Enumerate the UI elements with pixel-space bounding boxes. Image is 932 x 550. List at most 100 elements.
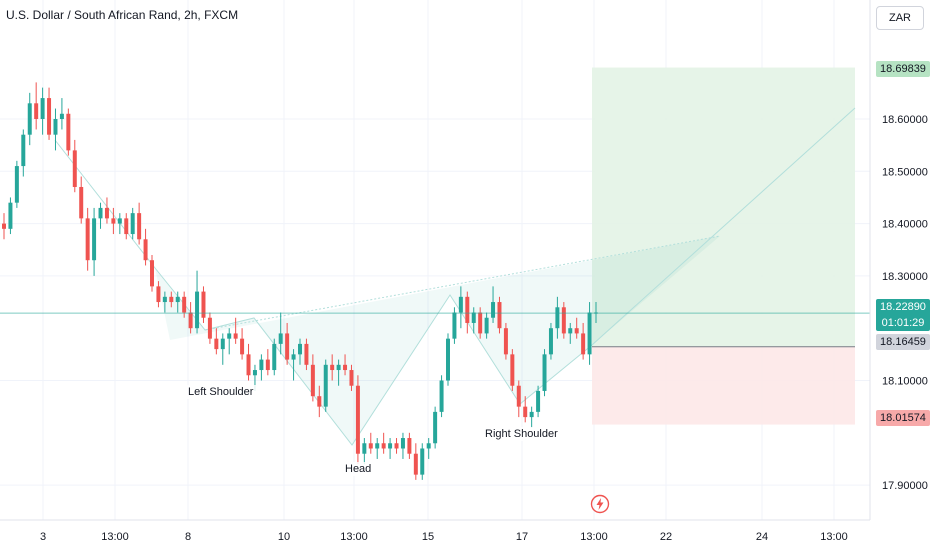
candle [220,333,225,365]
candle [130,207,135,240]
head-and-shoulders-pattern[interactable] [54,107,856,446]
candle [150,254,154,292]
candle [310,354,315,402]
lightning-bolt-icon[interactable] [590,494,610,514]
candle [265,349,270,376]
candle [53,108,58,151]
candle [471,307,476,334]
candle [388,438,393,459]
candle [169,291,174,308]
candle [304,338,309,371]
candle [111,207,116,235]
candle [568,322,573,344]
candle [516,380,521,418]
candle [291,349,296,381]
time-tick-label: 13:00 [101,531,129,543]
candle [240,328,245,360]
candle [156,281,161,308]
profit-zone[interactable] [592,67,855,347]
candle [465,291,470,334]
candle [233,317,238,344]
candlestick-series [2,82,598,480]
countdown-label: 01:01:29 [876,315,930,331]
candle [201,286,206,323]
chart-title: U.S. Dollar / South African Rand, 2h, FX… [6,8,239,22]
candle [536,385,541,418]
candle [343,354,348,376]
candle [484,312,489,339]
candle [124,213,129,240]
candle [2,213,6,240]
price-axis[interactable]: 18.60000 18.50000 18.40000 18.30000 18.10000… [882,114,928,492]
candle [40,87,45,135]
candle [446,333,450,386]
price-tick-label: 18.10000 [882,376,928,388]
time-tick-label: 17 [516,531,528,543]
price-tick-label: 18.50000 [882,166,928,178]
candle [548,322,553,360]
candle [227,328,232,355]
candle [529,406,534,428]
left-shoulder-label: Left Shoulder [185,385,257,399]
candle [207,312,212,344]
candle [497,296,502,334]
candle [8,197,13,235]
entry-price-label: 18.16459 [876,334,930,350]
candle [117,213,122,235]
candle [336,359,341,386]
candle [72,139,77,193]
time-tick-label: 13:00 [340,531,368,543]
candle [14,160,19,208]
candle [491,286,496,323]
candle [368,432,373,454]
candle [323,359,328,412]
candle [85,207,90,271]
time-tick-label: 8 [185,531,191,543]
candle [394,438,399,454]
candle [98,202,103,229]
price-tick-label: 18.30000 [882,271,928,283]
candle [34,82,39,130]
candle [523,396,528,423]
candle [433,406,438,449]
candle [478,307,483,339]
time-tick-label: 15 [422,531,434,543]
candle [355,375,360,465]
right-shoulder-label: Right Shoulder [482,427,561,441]
candle [561,302,566,339]
time-tick-label: 10 [278,531,290,543]
current-price-label: 18.22890 [876,299,930,315]
candle [162,291,167,313]
candle [503,322,508,360]
candle [214,328,219,355]
loss-zone[interactable] [592,346,855,425]
candle [27,92,32,146]
candle [349,364,354,391]
candle [574,317,579,339]
candle [175,291,180,313]
currency-button[interactable]: ZAR [876,6,924,30]
candle [439,375,444,418]
candle [381,432,386,454]
candle [259,354,264,381]
time-axis[interactable]: 3 13:00 8 10 13:00 15 17 13:00 22 24 13:00 [40,531,848,543]
candle [47,87,52,140]
candle [92,207,97,276]
time-tick-label: 13:00 [820,531,848,543]
candle [285,322,290,365]
price-tick-label: 18.60000 [882,114,928,126]
candle [426,438,431,459]
candle [407,432,412,459]
candle [246,343,251,381]
candle [400,432,405,459]
time-tick-label: 13:00 [580,531,608,543]
candle [317,385,322,418]
price-tick-label: 17.90000 [882,480,928,492]
candle [555,296,560,339]
candle [278,312,283,355]
target-price-label: 18.69839 [876,61,930,77]
candle [542,349,547,397]
candle [330,354,335,381]
candle [66,108,71,156]
